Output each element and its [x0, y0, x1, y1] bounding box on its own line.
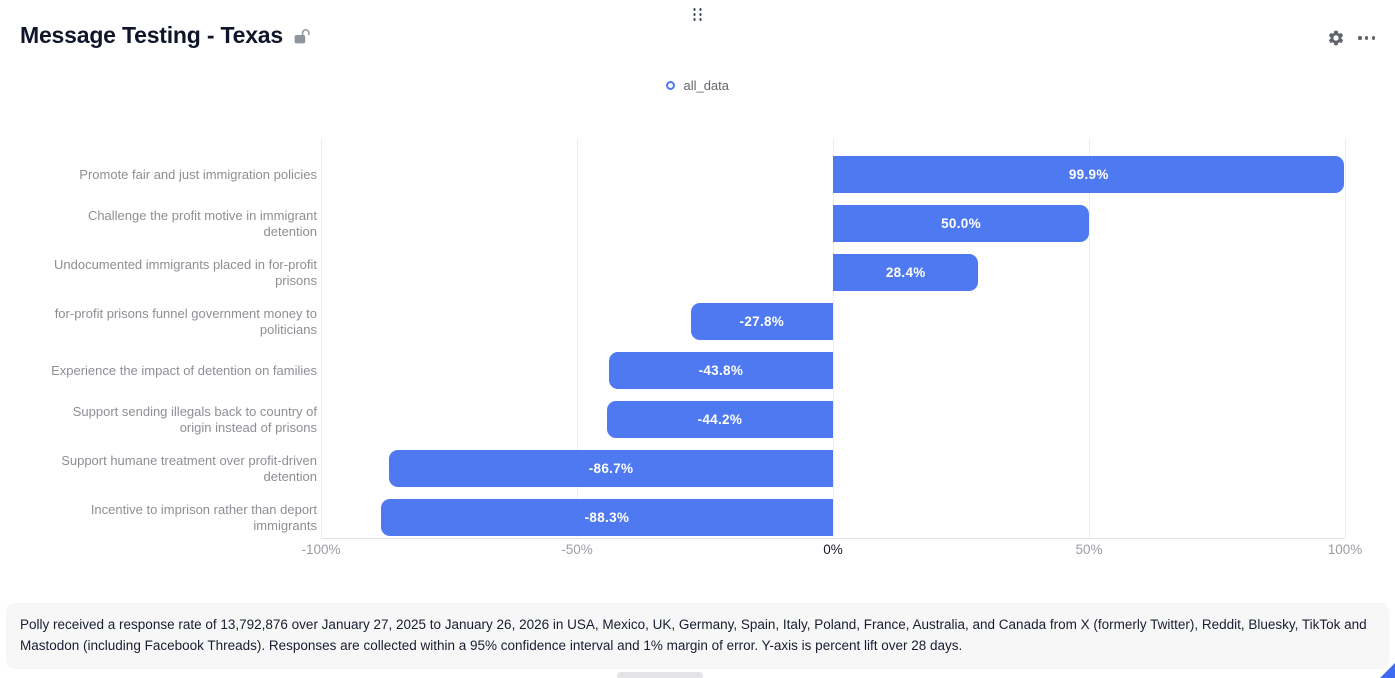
- footer-disclaimer-text: Polly received a response rate of 13,792…: [20, 617, 1367, 653]
- bar-value-label: 99.9%: [1068, 167, 1109, 182]
- ellipsis-icon[interactable]: [1358, 32, 1375, 43]
- category-label: Experience the impact of detention on fa…: [51, 362, 317, 378]
- bar-row: 99.9%: [321, 150, 1345, 199]
- plot-area: [320, 138, 1346, 539]
- unlocked-padlock-icon[interactable]: [293, 28, 310, 45]
- x-axis: -100% -50% 0% 50% 100%: [301, 542, 1362, 562]
- legend-item-all-data[interactable]: all_data: [665, 78, 730, 93]
- gridline: [1344, 138, 1346, 538]
- bar-value-label: 28.4%: [885, 265, 926, 280]
- header-actions: [1327, 29, 1375, 47]
- bar-value-label: 50.0%: [941, 216, 981, 231]
- bar[interactable]: -86.7%: [389, 450, 833, 487]
- x-tick-label: -100%: [301, 542, 341, 557]
- legend-marker-icon: [665, 80, 676, 91]
- drag-dots-icon[interactable]: [690, 5, 705, 24]
- x-tick-label: 100%: [1327, 542, 1363, 557]
- bar-value-label: -27.8%: [739, 314, 785, 329]
- x-tick-label: 0%: [823, 542, 843, 557]
- gridline: [832, 138, 834, 538]
- chart-legend: all_data: [0, 78, 1395, 93]
- category-label: for-profit prisons funnel government mon…: [54, 306, 317, 337]
- legend-label: all_data: [683, 78, 730, 93]
- bar[interactable]: 28.4%: [833, 254, 979, 291]
- bar-value-label: -88.3%: [584, 510, 630, 525]
- bar-value-label: -43.8%: [698, 363, 744, 378]
- bar-row: -43.8%: [321, 346, 1345, 395]
- resize-handle[interactable]: [1380, 663, 1395, 678]
- bar-row: 50.0%: [321, 199, 1345, 248]
- category-label: Support sending illegals back to country…: [72, 404, 317, 435]
- x-tick-label: 50%: [1075, 542, 1103, 557]
- gear-icon[interactable]: [1327, 29, 1345, 47]
- bar[interactable]: 99.9%: [833, 156, 1345, 193]
- bar[interactable]: -27.8%: [690, 303, 833, 340]
- bar[interactable]: 50.0%: [833, 205, 1089, 242]
- category-label: Challenge the profit motive in immigrant…: [87, 208, 317, 239]
- bar-row: -86.7%: [321, 444, 1345, 493]
- page-title: Message Testing - Texas: [20, 22, 283, 48]
- category-label: Promote fair and just immigration polici…: [79, 166, 317, 182]
- x-tick-label: -50%: [561, 542, 593, 557]
- gridline: [1088, 138, 1090, 538]
- footer-disclaimer-panel: Polly received a response rate of 13,792…: [6, 603, 1389, 669]
- gridline: [320, 138, 322, 538]
- widget-header: Message Testing - Texas: [20, 22, 310, 49]
- bar-row: -27.8%: [321, 297, 1345, 346]
- bars-layer: 99.9% 50.0% 28.4% -27.8% -43.8% -44.2% -86.7% -…: [321, 150, 1345, 542]
- bar-row: -88.3%: [321, 493, 1345, 542]
- bar-row: 28.4%: [321, 248, 1345, 297]
- bar[interactable]: -43.8%: [608, 352, 833, 389]
- category-label: Incentive to imprison rather than deport…: [90, 502, 317, 533]
- bar-value-label: -44.2%: [697, 412, 743, 427]
- category-column: Promote fair and just immigration polici…: [0, 150, 317, 542]
- bar-value-label: -86.7%: [588, 461, 634, 476]
- gridline: [576, 138, 578, 538]
- bar-row: -44.2%: [321, 395, 1345, 444]
- bar[interactable]: -88.3%: [380, 499, 833, 536]
- category-label: Support humane treatment over profit-dri…: [61, 453, 317, 484]
- horizontal-scrollbar-thumb[interactable]: [617, 672, 703, 678]
- bar[interactable]: -44.2%: [606, 401, 833, 438]
- category-label: Undocumented immigrants placed in for-pr…: [53, 257, 317, 288]
